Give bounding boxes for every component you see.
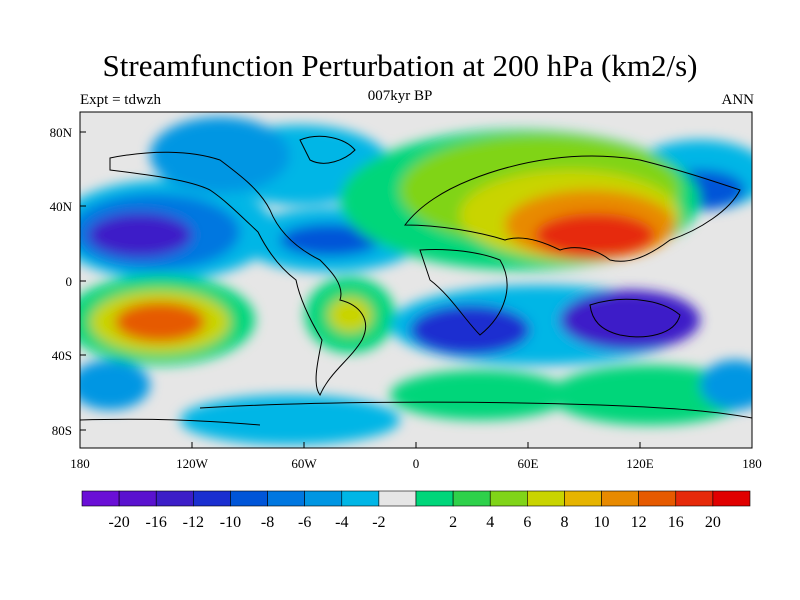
colorbar-swatch [489, 490, 528, 507]
colorbar-label: 16 [668, 514, 684, 531]
colorbar-swatch [193, 490, 231, 507]
colorbar-label: 10 [594, 514, 610, 531]
period-label: 007kyr BP [367, 88, 433, 104]
colorbar-swatch [638, 490, 677, 507]
colorbar-swatch [378, 490, 417, 507]
colorbar-swatch [304, 490, 343, 507]
lon-tick-label: 180 [742, 456, 762, 471]
colorbar-swatch [230, 490, 268, 507]
lat-tick-label: 40S [52, 348, 72, 363]
lon-tick-label: 120W [176, 456, 209, 471]
lat-tick-label: 40N [50, 199, 73, 214]
colorbar-label: -2 [372, 514, 385, 531]
colorbar-swatch [712, 490, 751, 507]
colorbar-swatch [81, 490, 120, 507]
colorbar-label: 12 [631, 514, 647, 531]
colorbar-swatch [564, 490, 602, 507]
colorbar-label: 2 [449, 514, 457, 531]
latitude-axis: 80N 40N 0 40S 80S [50, 125, 86, 438]
colorbar-label: -12 [183, 514, 204, 531]
lat-tick-label: 80S [52, 423, 72, 438]
colorbar-swatch [341, 490, 380, 507]
colorbar-swatch [415, 490, 454, 507]
lon-tick-label: 0 [413, 456, 420, 471]
longitude-axis: 180 120W 60W 0 60E 120E 180 [70, 442, 762, 471]
lat-tick-label: 0 [66, 274, 73, 289]
colorbar-label: -6 [298, 514, 311, 531]
colorbar-label: -16 [146, 514, 167, 531]
colorbar-label: 6 [523, 514, 531, 531]
colorbar-swatch [452, 490, 491, 507]
map-title: Streamfunction Perturbation at 200 hPa (… [102, 48, 698, 83]
colorbar-label: -20 [108, 514, 129, 531]
experiment-label: Expt = tdwzh [80, 92, 161, 108]
colorbar-swatch [267, 490, 305, 507]
colorbar-label: -4 [335, 514, 348, 531]
lat-tick-label: 80N [50, 125, 73, 140]
colorbar-swatch [118, 490, 157, 507]
lon-tick-label: 180 [70, 456, 90, 471]
lon-tick-label: 120E [626, 456, 654, 471]
colorbar-label: -8 [261, 514, 274, 531]
colorbar-label: 20 [705, 514, 721, 531]
season-label: ANN [721, 92, 755, 108]
coastlines [80, 135, 752, 426]
lon-tick-label: 60E [518, 456, 539, 471]
colorbar-swatch [155, 490, 194, 507]
colorbar: -20 -16 -12 -10 -8 -6 -4 -2 2 4 6 8 10 12 16 20 [81, 490, 751, 531]
colorbar-label: 4 [486, 514, 494, 531]
colorbar-swatch [601, 490, 639, 507]
colorbar-swatch [675, 490, 714, 507]
colorbar-label: -10 [220, 514, 241, 531]
contour-field [80, 117, 752, 445]
lon-tick-label: 60W [291, 456, 317, 471]
colorbar-swatch [527, 490, 565, 507]
colorbar-label: 8 [560, 514, 568, 531]
